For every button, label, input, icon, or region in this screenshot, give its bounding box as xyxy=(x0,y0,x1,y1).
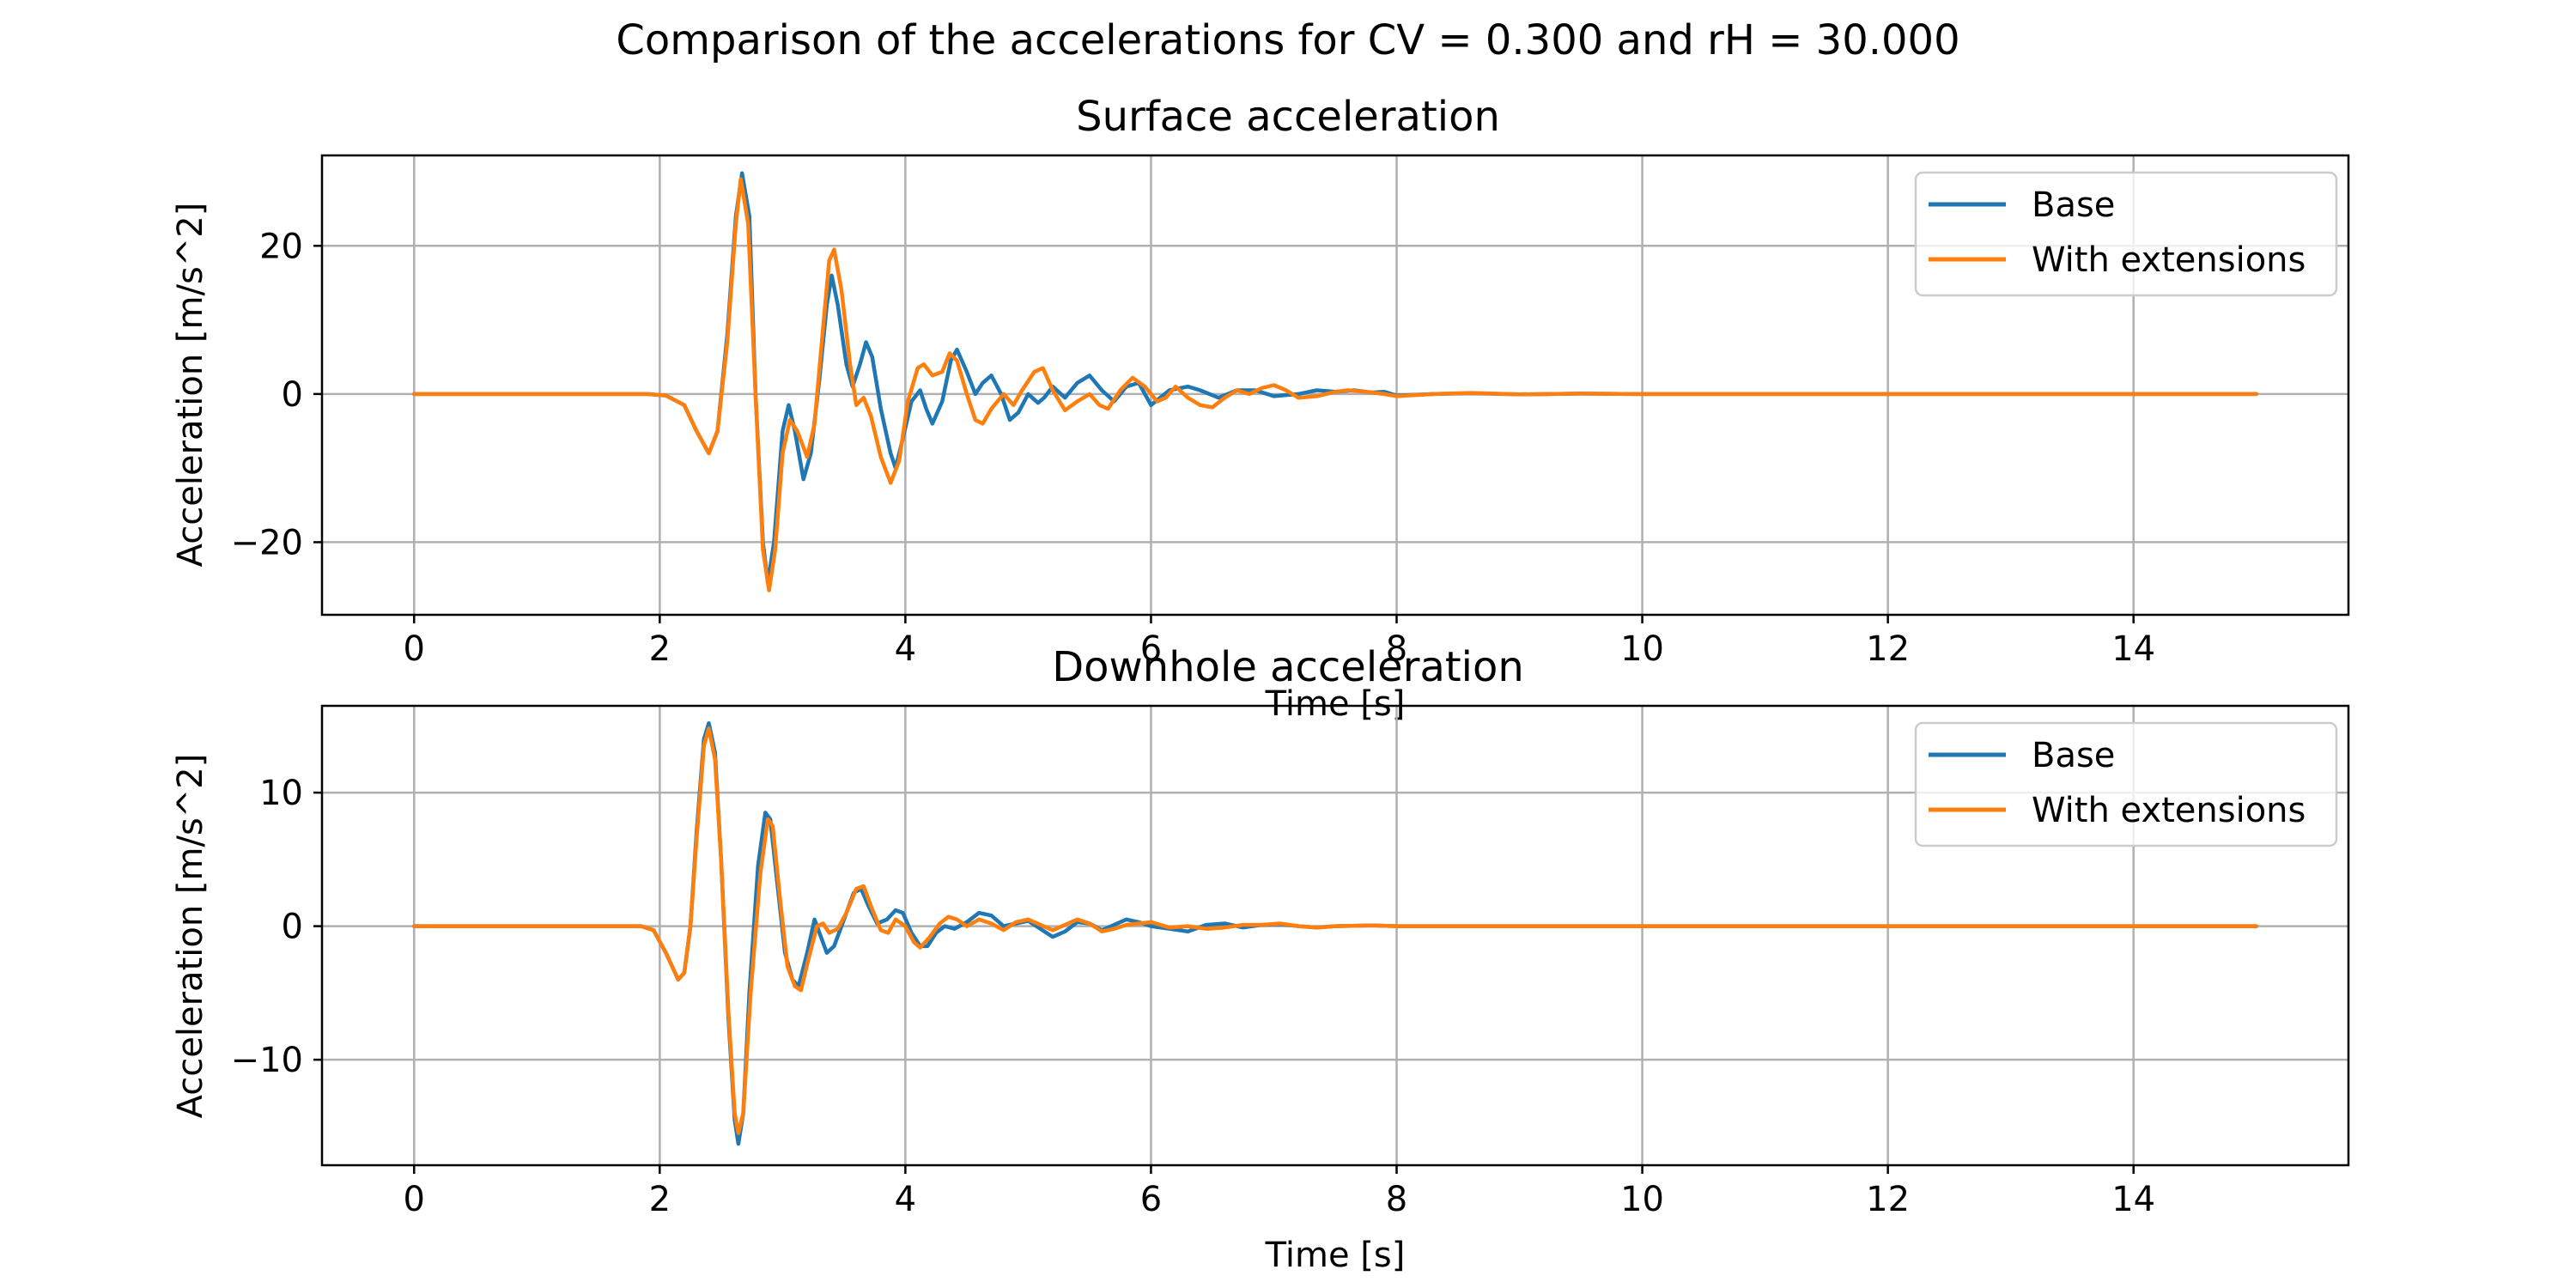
downhole-plot-frame xyxy=(320,704,2350,1167)
surface-legend-label-base: Base xyxy=(2032,185,2115,225)
downhole-x-tick-label: 0 xyxy=(404,1180,425,1219)
downhole-x-tick-label: 2 xyxy=(649,1180,671,1219)
downhole-y-tick-label: −10 xyxy=(231,1041,303,1080)
surface-plot-frame xyxy=(320,154,2350,617)
surface-chart-title: Surface acceleration xyxy=(1076,93,1500,141)
surface-x-tick-label: 6 xyxy=(1140,629,1162,669)
downhole-legend-label-extensions: With extensions xyxy=(2032,791,2306,830)
downhole-x-tick-label: 10 xyxy=(1620,1180,1664,1219)
surface-x-tick-label: 0 xyxy=(404,629,425,669)
downhole-y-axis-label: Acceleration [m/s^2] xyxy=(171,754,210,1119)
surface-x-tick-label: 12 xyxy=(1866,629,1910,669)
surface-x-tick-label: 14 xyxy=(2111,629,2155,669)
surface-ticks: 0 2 4 6 8 10 12 14 −20 0 20 xyxy=(231,227,2156,669)
downhole-legend-label-base: Base xyxy=(2032,736,2115,775)
surface-series-extensions-line xyxy=(412,177,2258,592)
surface-x-axis-label: Time [s] xyxy=(1265,684,1406,724)
downhole-x-tick-label: 4 xyxy=(895,1180,916,1219)
downhole-x-tick-label: 8 xyxy=(1386,1180,1407,1219)
downhole-x-tick-label: 6 xyxy=(1140,1180,1162,1219)
surface-y-axis-label: Acceleration [m/s^2] xyxy=(171,203,210,568)
downhole-series-extensions-line xyxy=(412,726,2258,1135)
downhole-y-tick-label: 10 xyxy=(259,774,303,813)
surface-y-tick-label: 20 xyxy=(259,227,303,266)
downhole-chart-title: Downhole acceleration xyxy=(1052,643,1524,691)
figure-suptitle: Comparison of the accelerations for CV =… xyxy=(616,16,1959,64)
surface-y-tick-label: 0 xyxy=(282,375,303,415)
surface-legend: Base With extensions xyxy=(1914,171,2338,297)
downhole-legend: Base With extensions xyxy=(1914,721,2338,848)
downhole-x-tick-label: 12 xyxy=(1866,1180,1910,1219)
surface-legend-label-extensions: With extensions xyxy=(2032,240,2306,280)
surface-x-tick-label: 2 xyxy=(649,629,671,669)
surface-acceleration-chart: Surface acceleration 0 2 4 6 8 10 12 14 −20 0 20 T… xyxy=(171,93,2350,724)
surface-series-lines xyxy=(412,171,2258,592)
downhole-series-lines xyxy=(412,720,2258,1146)
downhole-ticks: 0 2 4 6 8 10 12 14 −10 0 10 xyxy=(231,774,2156,1219)
surface-y-tick-label: −20 xyxy=(231,523,303,562)
downhole-x-axis-label: Time [s] xyxy=(1265,1236,1406,1275)
surface-legend-box xyxy=(1914,171,2338,297)
downhole-x-tick-label: 14 xyxy=(2111,1180,2155,1219)
downhole-legend-box xyxy=(1914,721,2338,848)
surface-x-tick-label: 4 xyxy=(895,629,916,669)
downhole-y-tick-label: 0 xyxy=(282,908,303,947)
surface-x-tick-label: 8 xyxy=(1386,629,1407,669)
surface-x-tick-label: 10 xyxy=(1620,629,1664,669)
